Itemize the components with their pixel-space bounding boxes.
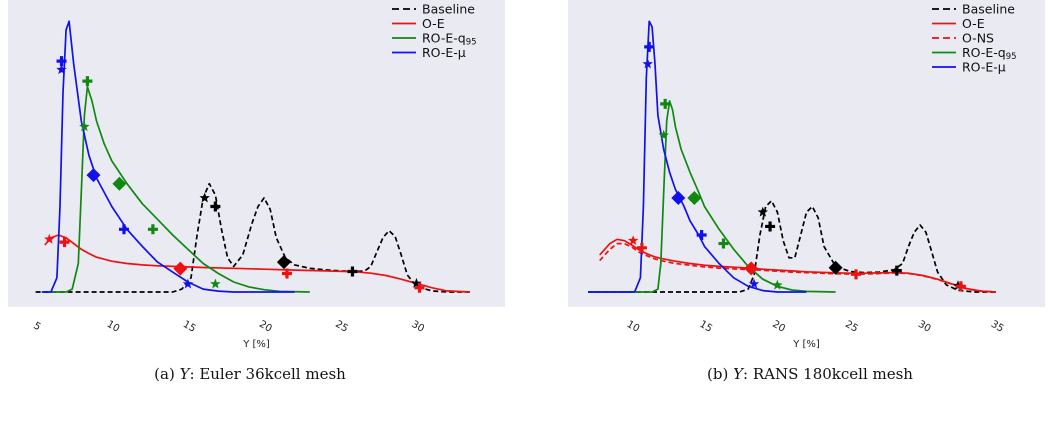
plus-marker xyxy=(891,265,902,276)
series-line-baseline xyxy=(35,182,470,293)
series-line-baseline xyxy=(588,199,996,293)
x-tick-label: 20 xyxy=(770,319,787,335)
x-tick-label: 25 xyxy=(333,319,350,335)
x-tick-label: 20 xyxy=(257,319,274,335)
star-marker xyxy=(44,233,55,244)
caption-a-var: Y xyxy=(179,365,190,383)
caption-b-prefix: (b) xyxy=(707,365,729,383)
x-tick-label: 15 xyxy=(181,319,198,335)
plus-marker xyxy=(636,242,647,253)
plus-marker xyxy=(147,224,158,235)
x-tick-label: 10 xyxy=(105,319,122,335)
star-marker xyxy=(56,64,67,75)
star-marker xyxy=(772,279,783,290)
legend-label: O-E xyxy=(422,16,445,31)
plot-area xyxy=(8,0,505,307)
diamond-marker xyxy=(744,261,759,276)
series-line-oe xyxy=(44,234,470,293)
x-tick-label: 10 xyxy=(625,319,642,335)
star-marker xyxy=(182,278,194,289)
caption-a-prefix: (a) xyxy=(154,365,175,383)
plus-marker xyxy=(765,221,776,232)
legend-label: Baseline xyxy=(962,2,1015,17)
diamond-marker xyxy=(173,261,188,276)
star-marker xyxy=(748,278,760,289)
x-tick-label: 25 xyxy=(843,319,860,335)
plus-marker xyxy=(210,201,221,212)
plus-marker xyxy=(644,41,655,52)
plus-marker xyxy=(414,282,425,293)
plus-marker xyxy=(718,238,729,249)
plus-marker xyxy=(82,76,93,87)
x-tick-label: 15 xyxy=(698,319,715,335)
plus-marker xyxy=(660,98,671,109)
x-tick-label: 30 xyxy=(409,319,426,335)
chart-panel-a: 5 10 15 20 25 30 Y [%] Baseline O-E RO-E-q95 RO-E-… xyxy=(0,0,510,430)
caption-b-var: Y xyxy=(733,365,744,383)
plus-marker xyxy=(118,224,129,235)
series-line-mu xyxy=(41,20,295,293)
chart-panel-b: 10 15 20 25 30 35 Y [%] Baseline O-E O-NS RO-E-q95… xyxy=(560,0,1060,430)
series-line-q95 xyxy=(50,85,310,293)
star-marker xyxy=(642,58,653,69)
star-marker xyxy=(757,206,768,217)
plus-marker xyxy=(347,266,358,277)
caption-a: (a) Y: Euler 36kcell mesh xyxy=(10,365,490,383)
star-marker xyxy=(210,278,221,289)
x-axis-label: Y [%] xyxy=(792,339,820,350)
legend-label: O-E xyxy=(962,16,985,31)
legend-label: O-NS xyxy=(962,31,994,46)
series-line-q95 xyxy=(588,100,836,293)
diamond-marker xyxy=(828,260,843,275)
caption-b: (b) Y: RANS 180kcell mesh xyxy=(570,365,1050,383)
plus-marker xyxy=(696,230,707,240)
legend-label: RO-E-μ xyxy=(422,45,466,60)
diamond-marker xyxy=(671,190,686,205)
diamond-marker xyxy=(687,190,702,205)
series-line-onse xyxy=(599,242,996,293)
caption-b-text: : RANS 180kcell mesh xyxy=(743,365,913,383)
caption-a-text: : Euler 36kcell mesh xyxy=(189,365,346,383)
x-tick-label: 5 xyxy=(31,320,42,333)
plus-marker xyxy=(851,269,862,280)
star-marker xyxy=(658,129,669,140)
plus-marker xyxy=(281,268,292,279)
star-marker xyxy=(627,235,639,246)
series-line-mu xyxy=(588,20,807,293)
legend-label: RO-E-q95 xyxy=(422,31,477,48)
chart-b: 10 15 20 25 30 35 Y [%] BaselineO-EO-NSRO-E-q95… xyxy=(568,0,1045,350)
plus-marker xyxy=(59,237,70,248)
plus-marker xyxy=(955,281,966,292)
x-tick-label: 30 xyxy=(916,319,933,335)
x-tick-label: 35 xyxy=(989,319,1006,335)
legend-label: RO-E-q95 xyxy=(962,45,1017,62)
diamond-marker xyxy=(276,255,291,270)
diamond-marker xyxy=(86,168,101,183)
x-axis-label: Y [%] xyxy=(242,339,270,350)
star-marker xyxy=(411,277,422,288)
chart-a: 5 10 15 20 25 30 Y [%] BaselineO-ERO-E-q95RO-E-… xyxy=(8,0,505,350)
diamond-marker xyxy=(112,176,127,191)
legend-label: Baseline xyxy=(422,2,475,17)
legend-label: RO-E-μ xyxy=(962,60,1006,75)
star-marker xyxy=(199,192,210,203)
star-marker xyxy=(79,121,90,132)
